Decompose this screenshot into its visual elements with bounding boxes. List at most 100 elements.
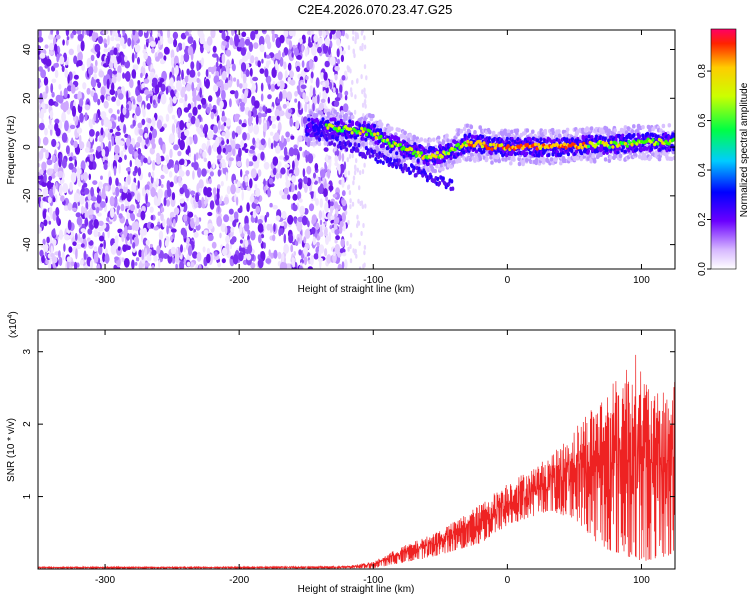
noise-speck (76, 30, 82, 35)
noise-speck (247, 110, 252, 118)
ridge-core (367, 123, 371, 128)
noise-speck (127, 37, 132, 47)
noise-speck (294, 184, 298, 191)
noise-speck (93, 219, 99, 229)
noise-speck (308, 36, 311, 46)
noise-speck (131, 101, 137, 111)
noise-speck (351, 79, 354, 85)
ridge-halo (661, 123, 666, 129)
noise-speck (291, 52, 294, 58)
ridge-halo (607, 158, 612, 163)
noise-speck (143, 78, 150, 84)
ridge-halo (494, 158, 498, 163)
ridge-core (364, 137, 368, 142)
noise-speck (65, 39, 69, 46)
noise-speck (209, 171, 214, 177)
noise-speck (168, 133, 175, 144)
noise-speck (257, 112, 263, 119)
noise-speck (48, 175, 53, 182)
noise-speck (279, 261, 286, 269)
noise-speck (257, 254, 261, 261)
ridge-halo (310, 141, 314, 146)
noise-speck (356, 223, 359, 229)
noise-speck (317, 46, 322, 54)
noise-speck (277, 251, 282, 260)
noise-speck (263, 161, 270, 170)
noise-speck (44, 127, 48, 136)
noise-speck (75, 248, 78, 260)
noise-speck (324, 248, 328, 257)
noise-speck (140, 210, 146, 221)
noise-speck (114, 144, 120, 155)
noise-speck (292, 160, 295, 171)
noise-speck (356, 78, 359, 84)
noise-speck (298, 182, 303, 190)
noise-speck (293, 47, 299, 57)
noise-speck (111, 76, 117, 84)
ridge-halo (506, 129, 511, 134)
noise-speck (183, 214, 188, 223)
noise-speck (260, 82, 264, 92)
noise-speck (206, 247, 211, 255)
noise-speck (116, 99, 121, 107)
noise-speck (217, 169, 221, 177)
noise-speck (114, 235, 119, 245)
noise-speck (45, 259, 49, 265)
noise-speck (79, 112, 84, 123)
noise-speck (141, 118, 146, 126)
noise-speck (352, 36, 355, 42)
noise-speck (313, 172, 316, 179)
noise-speck (47, 196, 52, 204)
noise-speck (257, 223, 264, 233)
noise-speck (236, 180, 241, 188)
noise-speck (39, 249, 44, 257)
noise-speck (323, 71, 328, 81)
noise-speck (56, 53, 60, 63)
noise-speck (241, 93, 245, 99)
noise-speck (145, 193, 148, 204)
noise-speck (132, 30, 136, 36)
noise-speck (123, 123, 127, 134)
noise-speck (54, 62, 60, 68)
ridge-halo (432, 137, 436, 142)
noise-speck (257, 258, 264, 269)
noise-speck (63, 243, 66, 252)
noise-speck (279, 34, 285, 44)
noise-speck (214, 251, 218, 257)
noise-speck (302, 168, 306, 178)
ridge-halo (592, 159, 597, 164)
noise-speck (318, 231, 324, 237)
noise-speck (300, 84, 307, 90)
noise-speck (133, 221, 140, 232)
noise-speck (279, 80, 285, 90)
noise-speck (174, 65, 179, 76)
noise-speck (55, 207, 60, 217)
noise-speck (277, 81, 281, 87)
noise-speck (198, 32, 205, 40)
noise-speck (226, 59, 231, 70)
noise-speck (154, 84, 160, 95)
noise-speck (111, 184, 116, 193)
noise-speck (328, 46, 331, 56)
noise-speck (273, 249, 278, 259)
ridge-core (354, 135, 358, 140)
noise-speck (40, 81, 43, 87)
noise-speck (172, 218, 176, 227)
noise-speck (274, 109, 280, 118)
noise-speck (69, 234, 73, 240)
noise-speck (66, 256, 72, 262)
noise-speck (324, 221, 327, 226)
noise-speck (165, 199, 171, 207)
noise-speck (158, 137, 163, 146)
ridge-core (547, 153, 551, 157)
noise-speck (349, 244, 352, 249)
noise-speck (170, 235, 173, 242)
noise-speck (336, 48, 340, 58)
noise-speck (288, 40, 293, 50)
noise-speck (77, 179, 82, 187)
noise-speck (148, 172, 152, 178)
noise-speck (42, 209, 47, 220)
noise-speck (173, 119, 178, 124)
noise-speck (272, 167, 277, 176)
noise-speck (152, 160, 156, 171)
